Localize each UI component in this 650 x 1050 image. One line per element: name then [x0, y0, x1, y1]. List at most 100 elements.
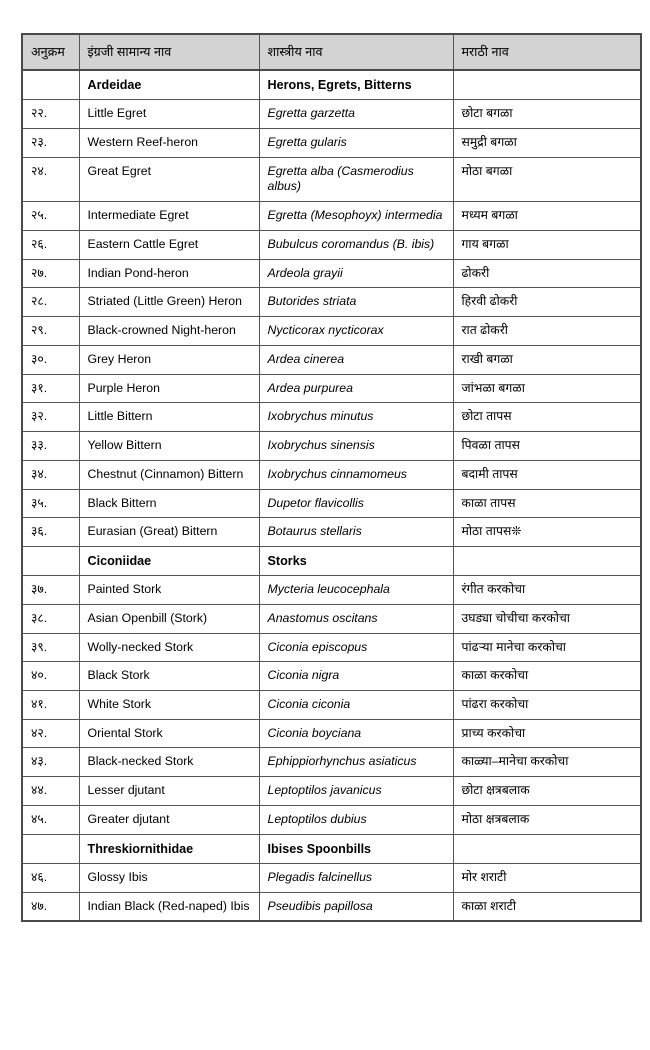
cell-marathi: काळा तापस	[452, 488, 642, 519]
table-row: ४७. Indian Black (Red-naped) Ibis Pseudibi…	[21, 891, 642, 922]
table-row: ३६. Eurasian (Great) Bittern Botaurus stel…	[21, 517, 642, 547]
cell-sci: Leptoptilos dubius	[258, 804, 454, 835]
table-row: २५. Intermediate Egret Egretta (Mesophoyx)…	[21, 201, 642, 231]
cell-num: २४.	[21, 156, 80, 203]
cell-english: Great Egret	[78, 156, 260, 203]
cell-sci: Herons, Egrets, Bitterns	[258, 69, 454, 101]
cell-sci: Ardeola grayii	[258, 258, 454, 289]
cell-sci: Mycteria leucocephala	[258, 575, 454, 605]
table-row: ४५. Greater djutant Leptoptilos dubius मोठा…	[21, 804, 642, 835]
cell-sci: Egretta garzetta	[258, 99, 454, 129]
cell-num: ३७.	[21, 575, 80, 605]
cell-num: ४१.	[21, 690, 80, 720]
cell-num: ३०.	[21, 344, 80, 375]
cell-sci: Nycticorax nycticorax	[258, 316, 454, 346]
cell-english: Glossy Ibis	[78, 862, 260, 893]
table-row: ३९. Wolly-necked Stork Ciconia episcopus पा…	[21, 632, 642, 663]
cell-marathi: छोटा बगळा	[452, 99, 642, 129]
cell-num: ३८.	[21, 603, 80, 634]
table-row: ३७. Painted Stork Mycteria leucocephala रंग…	[21, 575, 642, 605]
cell-marathi: काळा शराटी	[452, 891, 642, 922]
cell-marathi	[452, 69, 642, 101]
family-row: Threskiornithidae Ibises Spoonbills	[21, 833, 642, 864]
table-row: ४६. Glossy Ibis Plegadis falcinellus मोर शर…	[21, 862, 642, 893]
cell-num: २९.	[21, 316, 80, 346]
bird-species-table-container: अनुक्रम इंग्रजी सामान्य नाव शास्त्रीय नाव म…	[21, 33, 642, 923]
cell-sci: Anastomus oscitans	[258, 603, 454, 634]
cell-num: २८.	[21, 287, 80, 318]
cell-english: Oriental Stork	[78, 718, 260, 749]
table-row: २९. Black-crowned Night-heron Nycticorax n…	[21, 316, 642, 346]
cell-marathi: राखी बगळा	[452, 344, 642, 375]
cell-sci: Ixobrychus sinensis	[258, 431, 454, 461]
cell-marathi: पांढरा करकोचा	[452, 690, 642, 720]
cell-english: Western Reef-heron	[78, 127, 260, 158]
cell-marathi: मध्यम बगळा	[452, 201, 642, 231]
cell-english: Black-necked Stork	[78, 747, 260, 778]
cell-marathi: छोटा तापस	[452, 402, 642, 433]
table-row: ३०. Grey Heron Ardea cinerea राखी बगळा	[21, 344, 642, 375]
cell-num: ४७.	[21, 891, 80, 922]
cell-num: ४४.	[21, 776, 80, 806]
cell-english: Purple Heron	[78, 373, 260, 404]
bird-species-table: अनुक्रम इंग्रजी सामान्य नाव शास्त्रीय नाव म…	[21, 33, 642, 923]
table-header-row: अनुक्रम इंग्रजी सामान्य नाव शास्त्रीय नाव म…	[21, 33, 642, 72]
cell-english: Black Bittern	[78, 488, 260, 519]
table-row: ३३. Yellow Bittern Ixobrychus sinensis पिवळ…	[21, 431, 642, 461]
cell-english: Yellow Bittern	[78, 431, 260, 461]
table-row: ४२. Oriental Stork Ciconia boyciana प्राच्य…	[21, 718, 642, 749]
cell-english: Indian Black (Red-naped) Ibis	[78, 891, 260, 922]
table-row: ३१. Purple Heron Ardea purpurea जांभळा बगळा	[21, 373, 642, 404]
cell-sci: Ibises Spoonbills	[258, 833, 454, 864]
cell-num: ३२.	[21, 402, 80, 433]
cell-sci: Ephippiorhynchus asiaticus	[258, 747, 454, 778]
cell-num: ३३.	[21, 431, 80, 461]
cell-sci: Plegadis falcinellus	[258, 862, 454, 893]
cell-sci: Ixobrychus minutus	[258, 402, 454, 433]
cell-num: ४२.	[21, 718, 80, 749]
table-row: २२. Little Egret Egretta garzetta छोटा बगळा	[21, 99, 642, 129]
cell-num: ४६.	[21, 862, 80, 893]
table-body: अनुक्रम इंग्रजी सामान्य नाव शास्त्रीय नाव म…	[21, 33, 642, 922]
cell-english: Intermediate Egret	[78, 201, 260, 231]
cell-num: ३१.	[21, 373, 80, 404]
cell-num: ३६.	[21, 517, 80, 547]
cell-english: Striated (Little Green) Heron	[78, 287, 260, 318]
cell-english: Ardeidae	[78, 69, 260, 101]
cell-marathi	[452, 833, 642, 864]
cell-marathi: रात ढोकरी	[452, 316, 642, 346]
cell-num: ३४.	[21, 459, 80, 490]
cell-num: २५.	[21, 201, 80, 231]
table-row: २८. Striated (Little Green) Heron Butoride…	[21, 287, 642, 318]
cell-english: Asian Openbill (Stork)	[78, 603, 260, 634]
family-row: Ardeidae Herons, Egrets, Bitterns	[21, 69, 642, 101]
cell-marathi: काळ्या–मानेचा करकोचा	[452, 747, 642, 778]
cell-english: Threskiornithidae	[78, 833, 260, 864]
cell-sci: Ciconia boyciana	[258, 718, 454, 749]
cell-num: २३.	[21, 127, 80, 158]
cell-num: ३५.	[21, 488, 80, 519]
cell-marathi: रंगीत करकोचा	[452, 575, 642, 605]
table-row: ४१. White Stork Ciconia ciconia पांढरा करको…	[21, 690, 642, 720]
cell-marathi: हिरवी ढोकरी	[452, 287, 642, 318]
cell-marathi: मोठा बगळा	[452, 156, 642, 203]
cell-sci: Egretta gularis	[258, 127, 454, 158]
cell-english: Grey Heron	[78, 344, 260, 375]
cell-sci: Egretta (Mesophoyx) intermedia	[258, 201, 454, 231]
cell-num: ४०.	[21, 661, 80, 692]
cell-sci: Leptoptilos javanicus	[258, 776, 454, 806]
cell-sci: Botaurus stellaris	[258, 517, 454, 547]
cell-english: Lesser djutant	[78, 776, 260, 806]
cell-sci: Ardea cinerea	[258, 344, 454, 375]
cell-marathi: उघड्या चोचीचा करकोचा	[452, 603, 642, 634]
cell-marathi: बदामी तापस	[452, 459, 642, 490]
cell-english: Indian Pond-heron	[78, 258, 260, 289]
cell-marathi: मोर शराटी	[452, 862, 642, 893]
cell-english: Black-crowned Night-heron	[78, 316, 260, 346]
cell-marathi: समुद्री बगळा	[452, 127, 642, 158]
table-row: ३८. Asian Openbill (Stork) Anastomus oscit…	[21, 603, 642, 634]
cell-sci: Egretta alba (Casmerodius albus)	[258, 156, 454, 203]
table-row: ३५. Black Bittern Dupetor flavicollis काळा …	[21, 488, 642, 519]
cell-num: २७.	[21, 258, 80, 289]
cell-num: ४३.	[21, 747, 80, 778]
